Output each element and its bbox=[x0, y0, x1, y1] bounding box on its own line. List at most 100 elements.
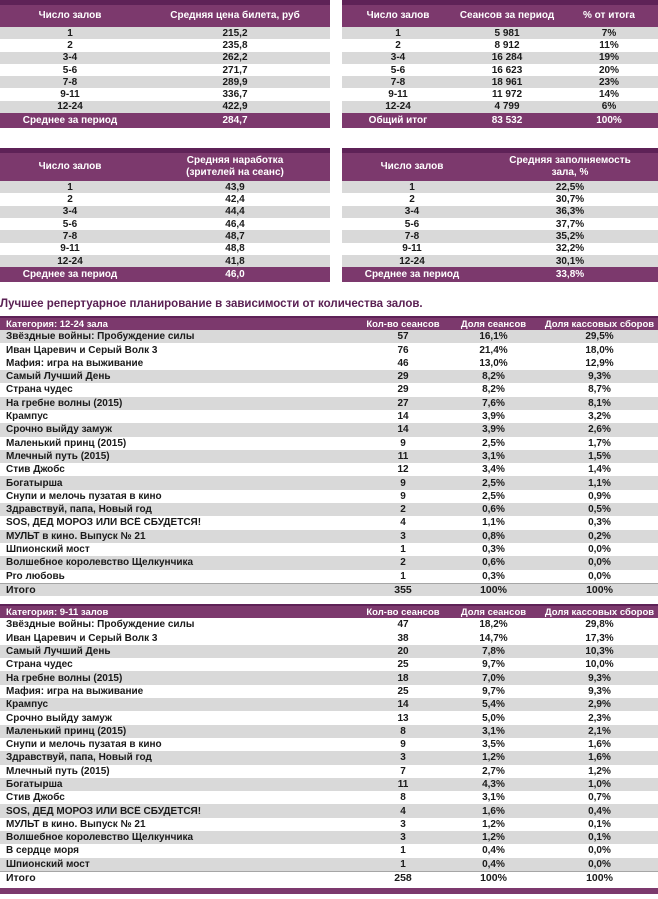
summary-row-middle: Число залов Средняя наработка (зрителей … bbox=[0, 148, 658, 283]
halls-cell: 5-6 bbox=[62, 218, 78, 230]
movie-title: SOS, ДЕД МОРОЗ ИЛИ ВСЁ СБУДЕТСЯ! bbox=[6, 805, 202, 817]
boxoffice-share: 0,3% bbox=[588, 517, 611, 529]
movie-title: Волшебное королевство Щелкунчика bbox=[6, 832, 194, 844]
total-sessions: 355 bbox=[394, 584, 412, 597]
table-row: 5-6 37,7% bbox=[342, 217, 658, 231]
movie-title: Самый Лучший День bbox=[6, 646, 111, 658]
movie-title: Мафия: игра на выживание bbox=[6, 357, 144, 369]
pct-cell: 23% bbox=[598, 76, 619, 88]
movie-title: Млечный путь (2015) bbox=[6, 450, 110, 462]
value-cell: 235,8 bbox=[222, 39, 248, 51]
halls-cell: 12-24 bbox=[385, 101, 411, 113]
boxoffice-share: 8,7% bbox=[588, 384, 611, 396]
boxoffice-share: 0,0% bbox=[588, 544, 611, 556]
movie-title: Снупи и мелочь пузатая в кино bbox=[6, 739, 162, 751]
boxoffice-share: 2,1% bbox=[588, 725, 611, 737]
value-cell: 48,8 bbox=[225, 243, 245, 255]
movie-row: Богатырша 9 2,5% 1,1% bbox=[0, 476, 658, 490]
movie-row: Млечный путь (2015) 7 2,7% 1,2% bbox=[0, 764, 658, 778]
sessions-count: 1 bbox=[400, 858, 406, 870]
sessions-count: 25 bbox=[397, 659, 409, 671]
boxoffice-share: 2,3% bbox=[588, 712, 611, 724]
movie-title: Страна чудес bbox=[6, 384, 73, 396]
value-cell: 37,7% bbox=[555, 218, 585, 230]
movie-title: Страна чудес bbox=[6, 659, 73, 671]
column-header-halls: Число залов bbox=[38, 161, 102, 173]
table-row: 12-24 30,1% bbox=[342, 254, 658, 268]
sessions-count: 7 bbox=[400, 765, 406, 777]
sessions-share: 3,9% bbox=[482, 424, 505, 436]
sessions-count: 1 bbox=[400, 570, 406, 582]
movie-row: Крампус 14 3,9% 3,2% bbox=[0, 409, 658, 424]
sessions-count: 4 bbox=[400, 517, 406, 529]
sessions-count: 8 bbox=[400, 725, 406, 737]
movie-title: Крампус bbox=[6, 699, 49, 711]
sessions-share: 5,0% bbox=[482, 712, 505, 724]
movie-row: Pro любовь 1 0,3% 0,0% bbox=[0, 569, 658, 583]
movie-row: Звёздные войны: Пробуждение силы 57 16,1… bbox=[0, 330, 658, 344]
value-cell: 35,2% bbox=[555, 230, 585, 242]
movie-row: Волшебное королевство Щелкунчика 2 0,6% … bbox=[0, 556, 658, 570]
sessions-count: 27 bbox=[397, 397, 409, 409]
table-row: 3-4 44,4 bbox=[0, 205, 330, 218]
movie-title: Маленький принц (2015) bbox=[6, 437, 127, 449]
column-header-halls: Число залов bbox=[380, 161, 444, 173]
value-cell: 18 961 bbox=[491, 76, 523, 88]
movie-title: Здравствуй, папа, Новый год bbox=[6, 504, 152, 516]
table-row: 12-24 4 799 6% bbox=[342, 100, 658, 114]
table-row: 7-8 35,2% bbox=[342, 230, 658, 243]
movie-row: Мафия: игра на выживание 25 9,7% 9,3% bbox=[0, 684, 658, 699]
sessions-share: 9,7% bbox=[482, 659, 505, 671]
movie-row: Маленький принц (2015) 8 3,1% 2,1% bbox=[0, 724, 658, 738]
value-cell: 36,3% bbox=[555, 206, 585, 218]
section-heading: Лучшее репертуарное планирование в завис… bbox=[0, 298, 423, 311]
boxoffice-share: 1,2% bbox=[588, 765, 611, 777]
pct-cell: 14% bbox=[598, 89, 619, 101]
column-header-occupancy: Средняя заполняемость зала, % bbox=[509, 155, 631, 179]
total-sessions-share: 100% bbox=[480, 872, 507, 885]
movie-row: Млечный путь (2015) 11 3,1% 1,5% bbox=[0, 449, 658, 464]
movie-title: На гребне волны (2015) bbox=[6, 672, 123, 684]
table-header: Число залов Средняя заполняемость зала, … bbox=[342, 153, 658, 182]
movie-row: Страна чудес 25 9,7% 10,0% bbox=[0, 658, 658, 672]
table-top-accent-bar bbox=[342, 0, 658, 5]
column-header-sessions-share: Доля сеансов bbox=[460, 318, 527, 330]
sessions-share: 3,1% bbox=[482, 792, 505, 804]
halls-cell: 3-4 bbox=[62, 52, 78, 64]
column-header-sessions-count: Кол-во сеансов bbox=[366, 606, 440, 618]
sessions-share: 0,4% bbox=[482, 858, 505, 870]
boxoffice-share: 0,5% bbox=[588, 504, 611, 516]
table-avg-attendance: Число залов Средняя наработка (зрителей … bbox=[0, 148, 330, 283]
sessions-share: 1,2% bbox=[482, 818, 505, 830]
column-header-boxoffice-share: Доля кассовых сборов bbox=[544, 318, 655, 330]
boxoffice-share: 0,0% bbox=[588, 570, 611, 582]
value-cell: 289,9 bbox=[222, 76, 248, 88]
sessions-share: 2,7% bbox=[482, 765, 505, 777]
table-row: 3-4 16 284 19% bbox=[342, 51, 658, 64]
table-row: 9-11 48,8 bbox=[0, 242, 330, 255]
movie-row: МУЛЬТ в кино. Выпуск № 21 3 0,8% 0,2% bbox=[0, 529, 658, 543]
movie-row: Снупи и мелочь пузатая в кино 9 2,5% 0,9… bbox=[0, 489, 658, 504]
boxoffice-share: 0,0% bbox=[588, 557, 611, 569]
table-body: Звёздные войны: Пробуждение силы 47 18,2… bbox=[0, 618, 658, 871]
total-boxoffice-share: 100% bbox=[586, 872, 613, 885]
column-header-avg-price: Средняя цена билета, руб bbox=[170, 10, 300, 21]
value-cell: 46,4 bbox=[225, 218, 245, 230]
movie-row: Здравствуй, папа, Новый год 2 0,6% 0,5% bbox=[0, 503, 658, 517]
table-sessions-per-period: Число залов Сеансов за период % от итога… bbox=[342, 0, 658, 129]
sessions-share: 1,2% bbox=[482, 752, 505, 764]
table-row: 2 8 912 11% bbox=[342, 39, 658, 52]
movie-title: Шпионский мост bbox=[6, 858, 90, 870]
value-cell: 42,4 bbox=[225, 194, 245, 206]
boxoffice-share: 1,6% bbox=[588, 739, 611, 751]
sessions-share: 3,4% bbox=[482, 464, 505, 476]
sessions-share: 2,5% bbox=[482, 490, 505, 502]
value-cell: 16 284 bbox=[491, 52, 523, 64]
table-body: 1 22,5% 2 30,7% 3-4 36,3% 5-6 bbox=[342, 181, 658, 268]
movie-title: Волшебное королевство Щелкунчика bbox=[6, 557, 194, 569]
sessions-count: 12 bbox=[397, 464, 409, 476]
movie-row: SOS, ДЕД МОРОЗ ИЛИ ВСЁ СБУДЕТСЯ! 4 1,1% … bbox=[0, 516, 658, 530]
value-cell: 271,7 bbox=[222, 64, 248, 76]
sessions-share: 2,5% bbox=[482, 477, 505, 489]
sessions-count: 13 bbox=[397, 712, 409, 724]
